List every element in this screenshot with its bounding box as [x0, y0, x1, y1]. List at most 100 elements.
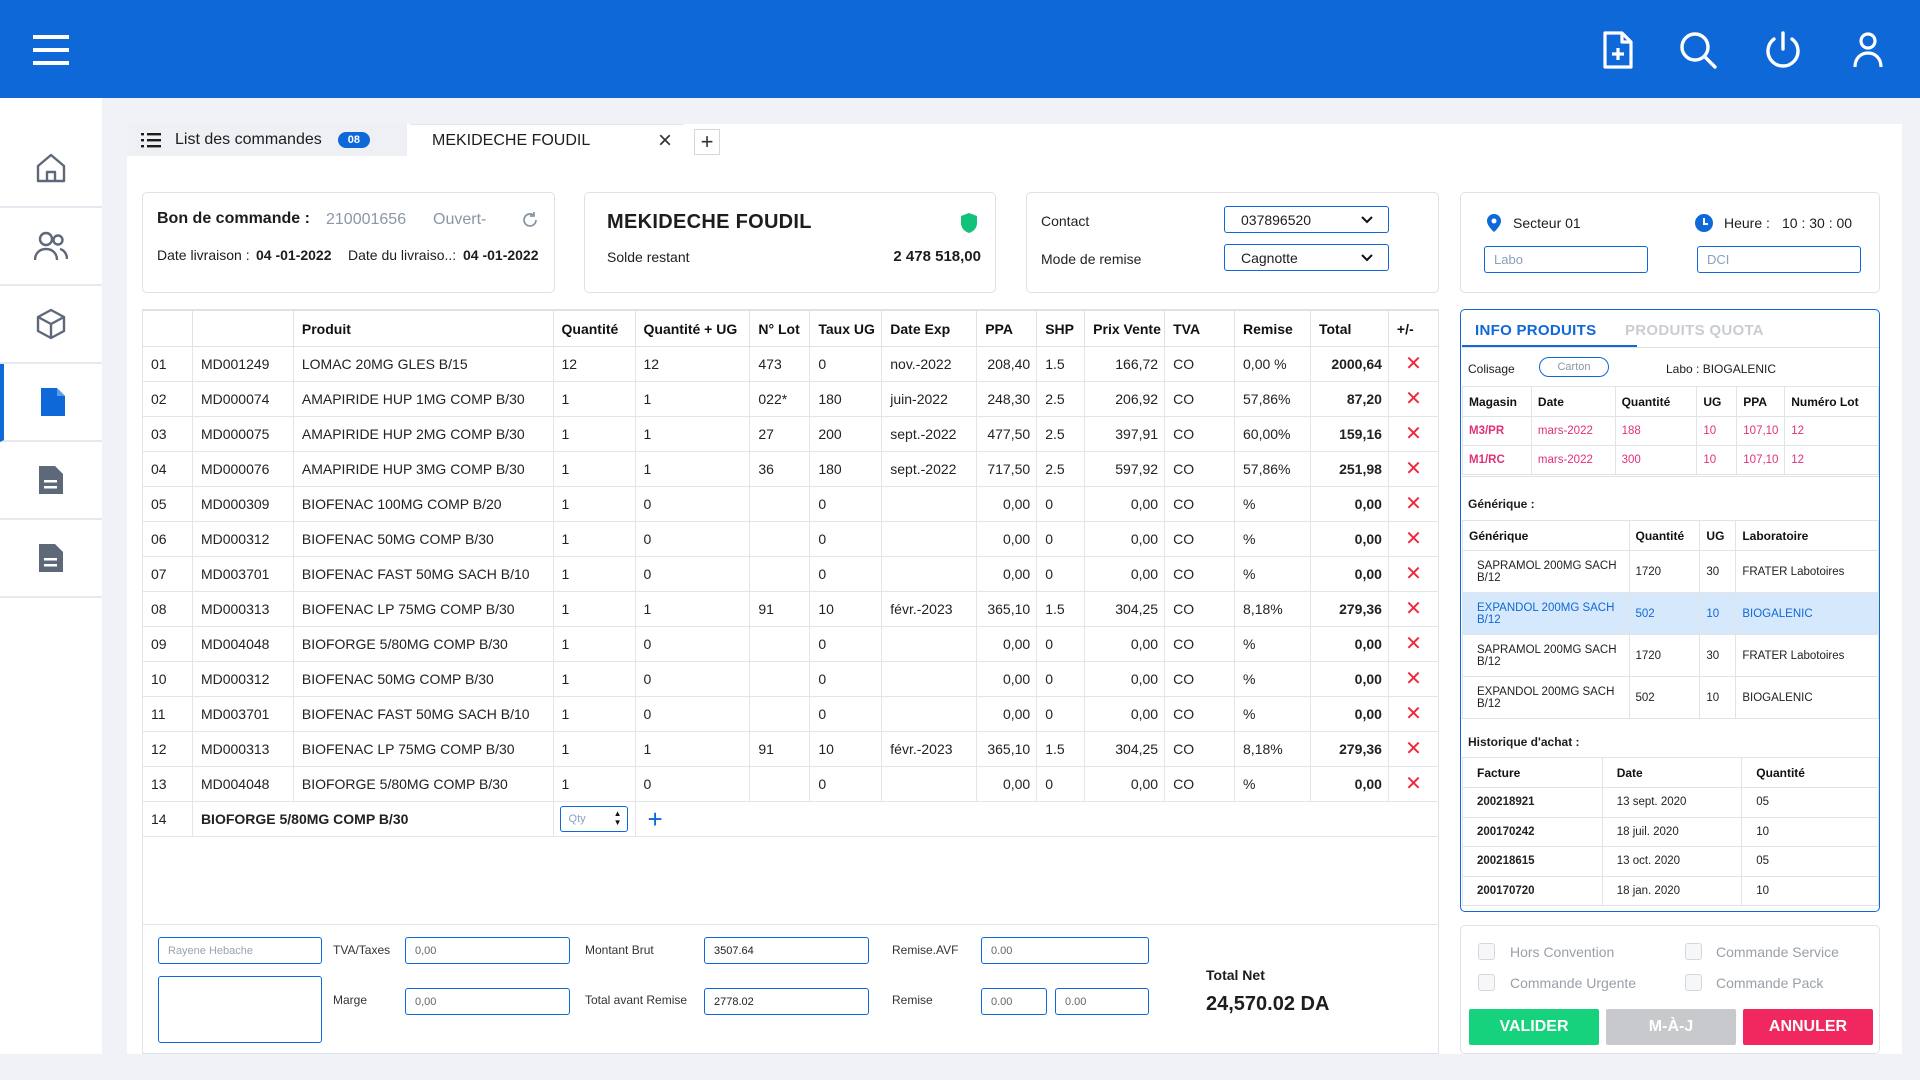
- table-row[interactable]: 09 MD004048 BIOFORGE 5/80MG COMP B/30 1 0 0 0,…: [142, 626, 1440, 662]
- generique-row[interactable]: EXPANDOL 200MG SACH B/12 502 10 BIOGALENIC: [1462, 592, 1879, 635]
- delete-icon[interactable]: ✕: [1405, 633, 1422, 655]
- labo-input[interactable]: Labo: [1484, 246, 1648, 273]
- add-item-icon[interactable]: +: [647, 804, 663, 834]
- tab-client[interactable]: MEKIDECHE FOUDIL ×: [410, 124, 684, 156]
- delete-icon[interactable]: ✕: [1405, 353, 1422, 375]
- delete-icon[interactable]: ✕: [1405, 423, 1422, 445]
- table-cell: 05: [142, 486, 193, 522]
- table-row[interactable]: 02 MD000074 AMAPIRIDE HUP 1MG COMP B/30 1 1 0…: [142, 381, 1440, 417]
- sidebar-item-reports[interactable]: [0, 442, 102, 520]
- valider-button[interactable]: VALIDER: [1469, 1009, 1599, 1045]
- table-cell: 0,00: [1084, 766, 1166, 802]
- order-number-label: Bon de commande :: [157, 210, 310, 227]
- menu-icon[interactable]: [29, 28, 73, 72]
- delete-icon[interactable]: ✕: [1405, 563, 1422, 585]
- tab-order-list[interactable]: List des commandes 08: [127, 124, 407, 156]
- contact-select[interactable]: 037896520: [1224, 206, 1389, 233]
- generique-row[interactable]: EXPANDOL 200MG SACH B/12 502 10 BIOGALENIC: [1462, 676, 1879, 719]
- table-cell: [749, 696, 811, 732]
- stock-row[interactable]: M1/RC mars-2022 300 10 107,10 12: [1462, 445, 1879, 475]
- table-cell: 0: [634, 626, 751, 662]
- avant-remise-input[interactable]: 2778.02: [704, 988, 869, 1015]
- table-cell: 0,00: [1309, 766, 1389, 802]
- stock-row[interactable]: M3/PR mars-2022 188 10 107,10 12: [1462, 416, 1879, 446]
- dci-input[interactable]: DCI: [1697, 246, 1861, 273]
- brut-input[interactable]: 3507.64: [704, 937, 869, 964]
- table-row[interactable]: 05 MD000309 BIOFENAC 100MG COMP B/20 1 0 0 0,0…: [142, 486, 1440, 522]
- commande-urgente-checkbox[interactable]: [1478, 974, 1495, 991]
- table-cell: 0,00: [1084, 661, 1166, 697]
- remise-input-2[interactable]: 0.00: [1055, 988, 1149, 1015]
- table-cell: 0: [634, 521, 751, 557]
- historique-header-cell: Date: [1601, 757, 1743, 788]
- delete-icon[interactable]: ✕: [1405, 703, 1422, 725]
- table-row[interactable]: 10 MD000312 BIOFENAC 50MG COMP B/30 1 0 0 0,00…: [142, 661, 1440, 697]
- remise-avf-input[interactable]: 0.00: [981, 937, 1149, 964]
- commande-pack-checkbox[interactable]: [1685, 974, 1702, 991]
- historique-row[interactable]: 200218921 13 sept. 2020 05: [1462, 787, 1879, 818]
- delete-icon[interactable]: ✕: [1405, 528, 1422, 550]
- table-row[interactable]: 12 MD000313 BIOFENAC LP 75MG COMP B/30 1 1 91…: [142, 731, 1440, 767]
- new-row-qty-cell: Qty ▲ ▼: [552, 801, 636, 837]
- generique-row[interactable]: SAPRAMOL 200MG SACH B/12 1720 30 FRATER Lab…: [1462, 634, 1879, 677]
- tva-input[interactable]: 0,00: [405, 937, 570, 964]
- table-row[interactable]: 06 MD000312 BIOFENAC 50MG COMP B/30 1 0 0 0,00…: [142, 521, 1440, 557]
- power-icon[interactable]: [1761, 28, 1805, 72]
- table-cell: [881, 696, 978, 732]
- delete-icon[interactable]: ✕: [1405, 668, 1422, 690]
- table-cell: 304,25: [1084, 731, 1166, 767]
- generique-row[interactable]: SAPRAMOL 200MG SACH B/12 1720 30 FRATER Lab…: [1462, 550, 1879, 593]
- delete-icon[interactable]: ✕: [1405, 598, 1422, 620]
- remise-mode-select[interactable]: Cagnotte: [1224, 244, 1389, 271]
- delete-icon[interactable]: ✕: [1405, 738, 1422, 760]
- remise-input-1[interactable]: 0.00: [981, 988, 1047, 1015]
- table-row[interactable]: 04 MD000076 AMAPIRIDE HUP 3MG COMP B/30 1 1 3…: [142, 451, 1440, 487]
- user-icon[interactable]: [1846, 28, 1890, 72]
- search-icon[interactable]: [1676, 28, 1720, 72]
- stepper-arrows-icon[interactable]: ▲ ▼: [613, 809, 622, 827]
- historique-row[interactable]: 200170242 18 juil. 2020 10: [1462, 816, 1879, 847]
- delete-icon[interactable]: ✕: [1405, 493, 1422, 515]
- notes-textarea[interactable]: [158, 976, 322, 1043]
- qty-stepper[interactable]: Qty ▲ ▼: [559, 806, 628, 832]
- delivery-date-label: Date livraison :: [157, 247, 250, 263]
- commande-service-checkbox[interactable]: [1685, 943, 1702, 960]
- tab-info-produits[interactable]: INFO PRODUITS: [1475, 322, 1597, 339]
- sector-card: Secteur 01 Heure : 10 : 30 : 00 Labo DCI: [1460, 192, 1880, 293]
- sidebar-item-users[interactable]: [0, 208, 102, 286]
- new-row-product[interactable]: BIOFORGE 5/80MG COMP B/30: [191, 801, 554, 837]
- table-row[interactable]: 01 MD001249 LOMAC 20MG GLES B/15 12 12 473 0 no…: [142, 346, 1440, 382]
- table-row[interactable]: 07 MD003701 BIOFENAC FAST 50MG SACH B/10 1 0…: [142, 556, 1440, 592]
- close-tab-icon[interactable]: ×: [657, 127, 672, 154]
- colisage-badge[interactable]: Carton: [1539, 357, 1609, 377]
- historique-row[interactable]: 200218615 13 oct. 2020 05: [1462, 846, 1879, 877]
- delete-icon[interactable]: ✕: [1405, 458, 1422, 480]
- table-cell: 0,00: [1309, 626, 1389, 662]
- sidebar-item-invoices[interactable]: [0, 520, 102, 598]
- tab-produits-quota[interactable]: PRODUITS QUOTA: [1625, 322, 1764, 339]
- sidebar-item-home[interactable]: [0, 130, 102, 208]
- new-item-row[interactable]: 14 BIOFORGE 5/80MG COMP B/30 Qty ▲ ▼ +: [142, 801, 1439, 837]
- table-row[interactable]: 13 MD004048 BIOFORGE 5/80MG COMP B/30 1 0 0 0,…: [142, 766, 1440, 802]
- table-cell: 1.5: [1036, 731, 1086, 767]
- user-input[interactable]: Rayene Hebache: [158, 937, 322, 964]
- table-row[interactable]: 03 MD000075 AMAPIRIDE HUP 2MG COMP B/30 1 1 2…: [142, 416, 1440, 452]
- delete-icon[interactable]: ✕: [1405, 773, 1422, 795]
- table-cell: CO: [1164, 381, 1236, 417]
- hors-convention-checkbox[interactable]: [1478, 943, 1495, 960]
- marge-input[interactable]: 0,00: [405, 988, 570, 1015]
- sidebar-item-orders[interactable]: [0, 364, 102, 442]
- maj-button[interactable]: M-À-J: [1606, 1009, 1736, 1045]
- table-cell: 01: [142, 346, 193, 382]
- table-row[interactable]: 11 MD003701 BIOFENAC FAST 50MG SACH B/10 1 0…: [142, 696, 1440, 732]
- table-cell: 248,30: [976, 381, 1038, 417]
- add-tab-button[interactable]: +: [694, 129, 720, 155]
- sidebar-item-products[interactable]: [0, 286, 102, 364]
- table-row[interactable]: 08 MD000313 BIOFENAC LP 75MG COMP B/30 1 1 91…: [142, 591, 1440, 627]
- historique-row[interactable]: 200170720 18 jan. 2020 10: [1462, 875, 1879, 906]
- delete-icon[interactable]: ✕: [1405, 388, 1422, 410]
- refresh-icon[interactable]: [521, 211, 539, 229]
- new-document-icon[interactable]: [1596, 28, 1640, 72]
- table-cell: 91: [749, 731, 811, 767]
- annuler-button[interactable]: ANNULER: [1743, 1009, 1873, 1045]
